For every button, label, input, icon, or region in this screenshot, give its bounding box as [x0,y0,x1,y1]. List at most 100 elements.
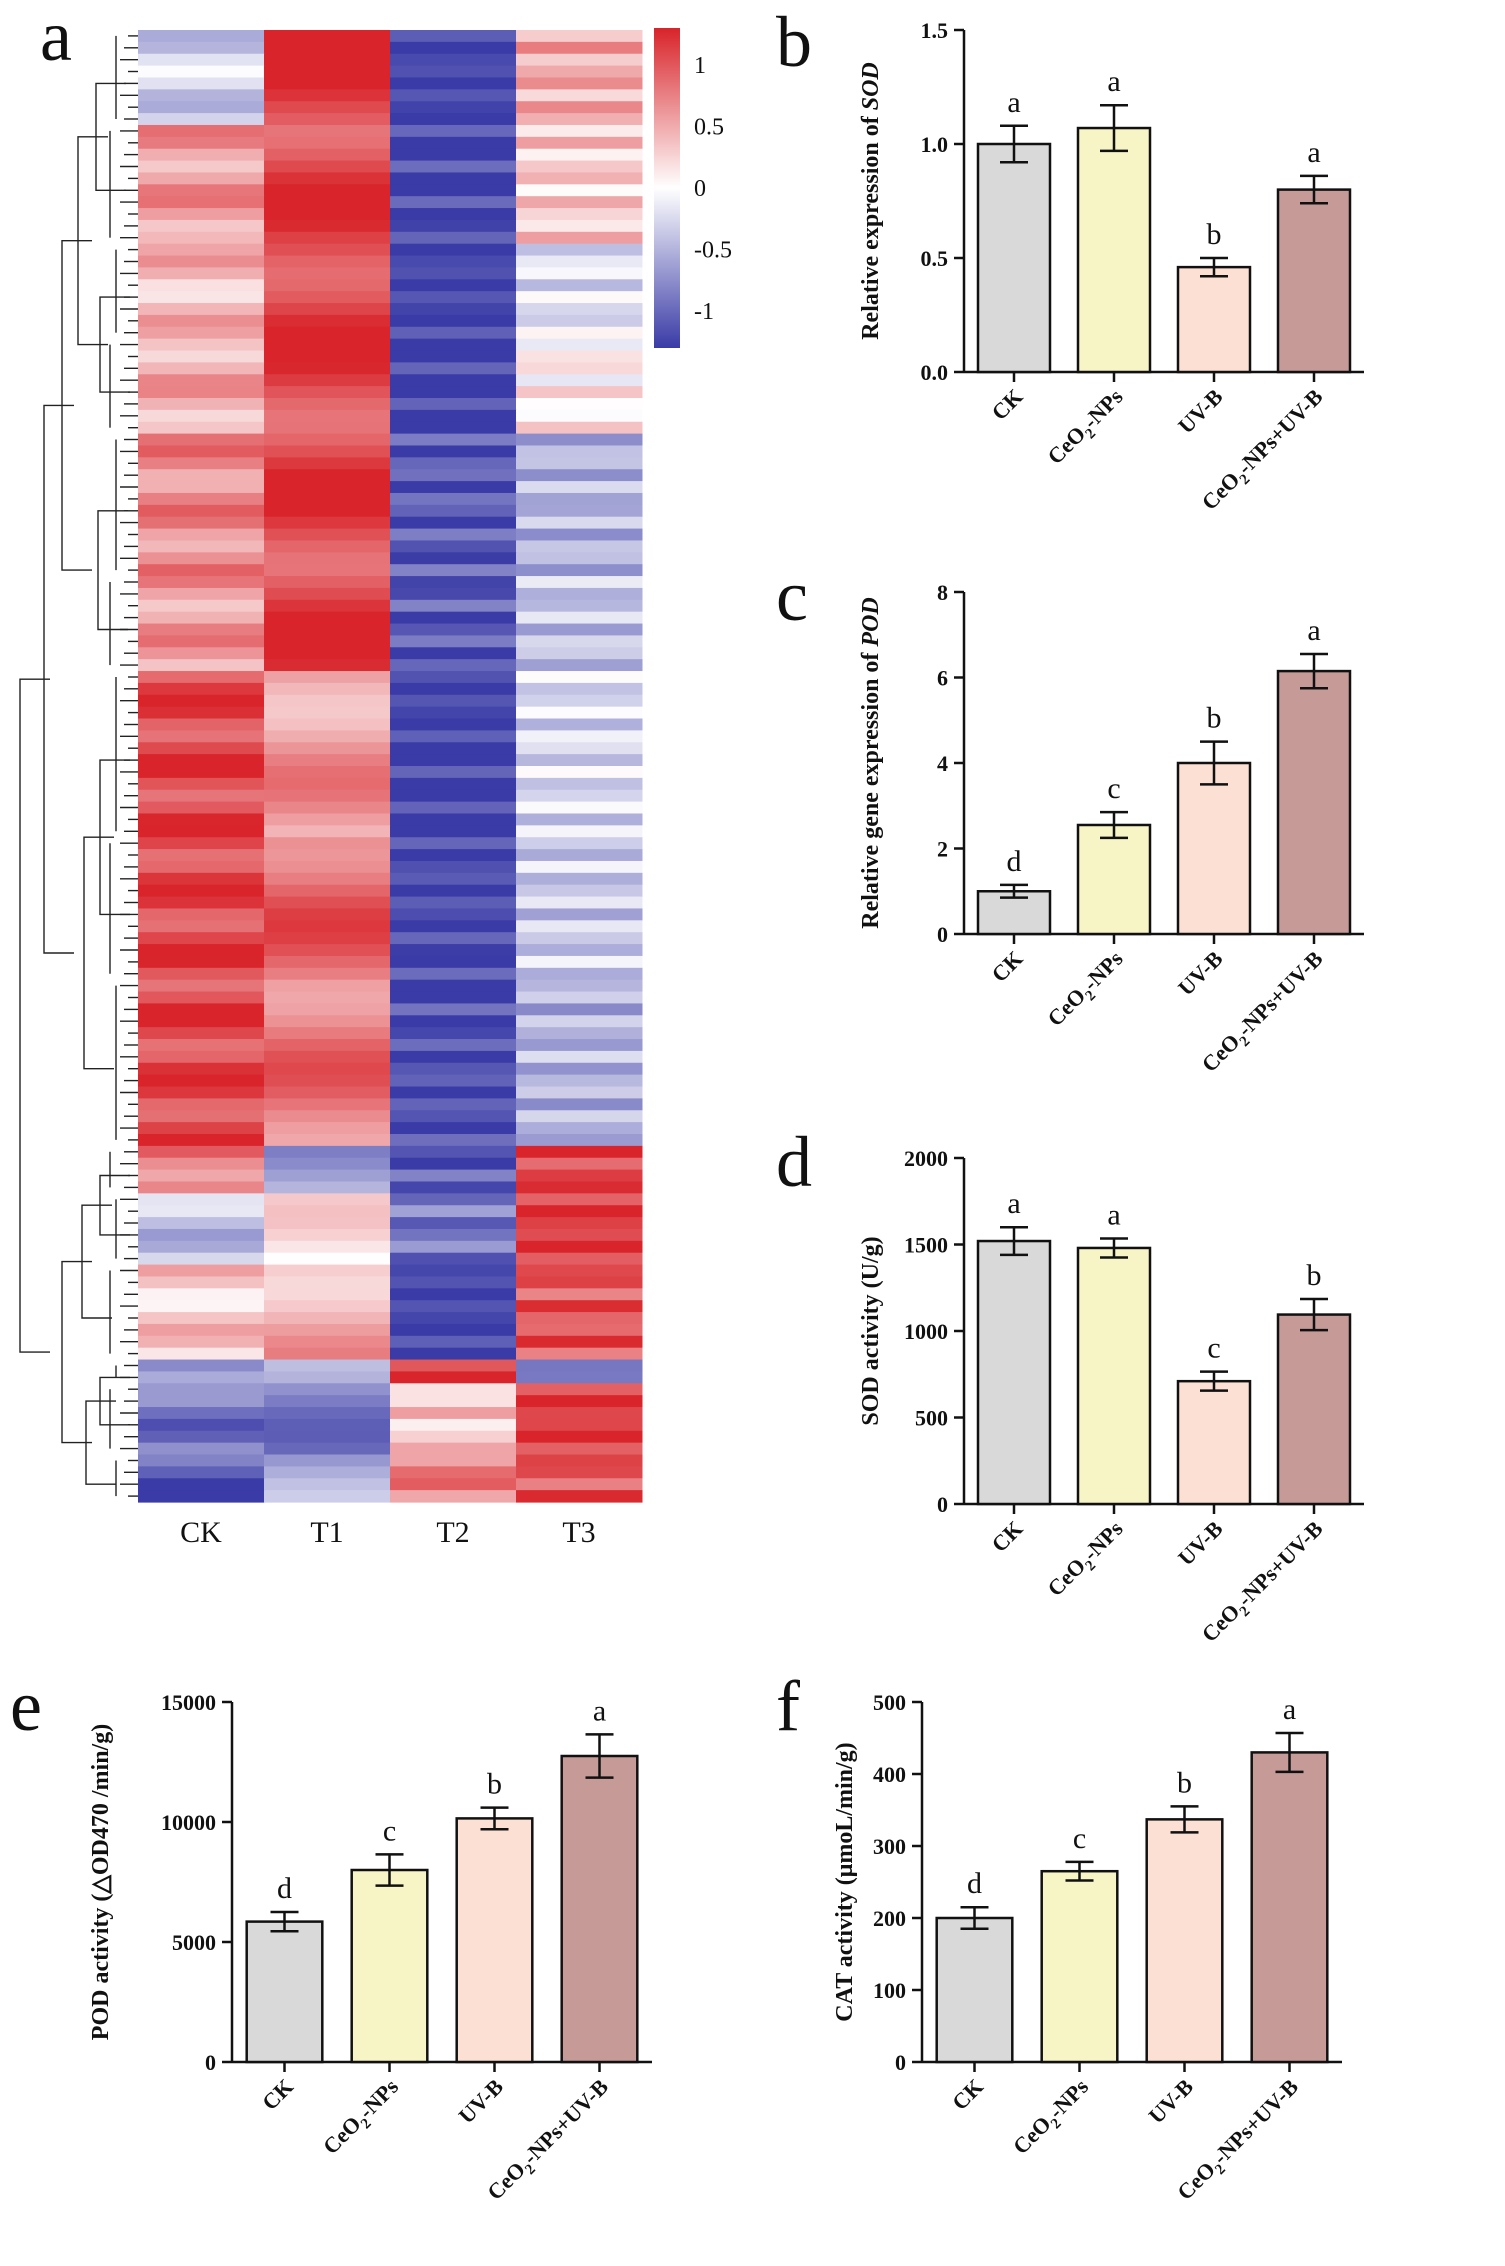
heatmap-cell [516,1407,643,1420]
heatmap-cell [390,754,517,767]
heatmap-cell [138,659,265,672]
heatmap-cell [138,41,265,55]
heatmap-cell [264,113,391,126]
heatmap-cell [138,694,265,708]
heatmap-cell [390,1027,517,1040]
heatmap-cell [516,635,643,648]
heatmap-cell [138,1252,265,1266]
heatmap-cell [138,1454,265,1467]
heatmap-cell [138,457,265,470]
heatmap-cell [516,1466,643,1479]
heatmap-cell [390,291,517,304]
heatmap-cell [138,243,265,257]
heatmap-cell [264,1157,391,1171]
heatmap-cell [390,30,517,43]
heatmap-cell [516,623,643,637]
heatmap-cell [264,908,391,921]
heatmap-cell [390,587,517,601]
heatmap-cell [264,1395,391,1408]
heatmap-cell [138,1276,265,1289]
heatmap-cell [390,492,517,506]
heatmap-cell [516,101,643,114]
heatmap-cell [264,1098,391,1111]
bar [1176,761,1252,936]
heatmap-cell [138,136,265,150]
heatmap-cell [264,279,391,292]
y-tick-label: 200 [873,1906,906,1931]
heatmap-cell [264,730,391,743]
heatmap-cell [516,671,643,684]
heatmap-cell [138,77,265,90]
heatmap-cell [264,255,391,269]
bar-chart-panel-d: d0500100015002000aCKaCeO2-NPscUV-BbCeO2-… [776,1122,1364,1647]
heatmap-cell [138,1312,265,1325]
heatmap-cell [390,303,517,316]
heatmap-cell [390,623,517,637]
bar [560,1754,639,2064]
heatmap-cell [264,1145,391,1159]
heatmap-cell [390,528,517,542]
heatmap-cell [264,718,391,731]
heatmap-cell [516,979,643,993]
heatmap-cell [264,599,391,613]
heatmap-cell [516,362,643,375]
heatmap-cell [516,1169,643,1183]
bar-chart-panel-e: e050001000015000dCKcCeO2-NPsbUV-BaCeO2-N… [10,1666,652,2205]
heatmap-cell [264,196,391,209]
colorbar-tick-label: 1 [694,53,706,79]
heatmap-cell [264,813,391,826]
heatmap-cell [516,208,643,221]
heatmap-cell [516,932,643,945]
heatmap-cell [138,196,265,209]
heatmap-cell [390,671,517,684]
x-tick-label: UV-B [1173,1516,1228,1571]
heatmap-cell [264,1205,391,1218]
bar [976,142,1052,374]
heatmap-cell [390,1003,517,1016]
y-axis-label: POD activity (△OD470 /min/g) [88,1724,114,2040]
significance-letter: b [1207,702,1222,735]
heatmap-cell [138,1418,265,1432]
heatmap-cell [138,386,265,399]
heatmap-cell [516,124,643,138]
heatmap-cell [390,243,517,257]
y-tick-label: 300 [873,1834,906,1859]
heatmap-cell [516,457,643,470]
heatmap-cell [516,1205,643,1218]
heatmap-cell [138,932,265,945]
heatmap-cell [390,777,517,791]
heatmap-cell [264,920,391,933]
heatmap-cell [516,516,643,530]
heatmap-cell [390,872,517,886]
heatmap-cell [516,955,643,969]
heatmap-cell [264,433,391,447]
heatmap-cell [516,291,643,304]
heatmap-cell [390,386,517,399]
heatmap-cell [264,1490,391,1503]
heatmap-cell [516,386,643,399]
heatmap-cell [138,124,265,138]
heatmap-cell [390,1383,517,1396]
bar [1250,1751,1329,2064]
heatmap-cell [264,706,391,720]
heatmap-cell [516,231,643,245]
heatmap-cell [390,338,517,352]
heatmap-cell [138,1086,265,1099]
heatmap-cell [264,576,391,589]
heatmap-cell [516,1062,643,1076]
heatmap-cell [516,528,643,542]
heatmap-cell [264,326,391,340]
heatmap-cell [138,849,265,862]
heatmap-cell [138,267,265,280]
heatmap-cell [138,231,265,245]
heatmap-cell [516,219,643,233]
heatmap-cell [264,1442,391,1456]
heatmap-cell [138,766,265,779]
heatmap-cell [390,1086,517,1099]
heatmap-cell [390,1193,517,1206]
heatmap-cell [516,682,643,696]
heatmap-cell [264,1193,391,1206]
heatmap-cell [516,1264,643,1278]
heatmap-cell [390,766,517,779]
heatmap-cell [390,409,517,423]
